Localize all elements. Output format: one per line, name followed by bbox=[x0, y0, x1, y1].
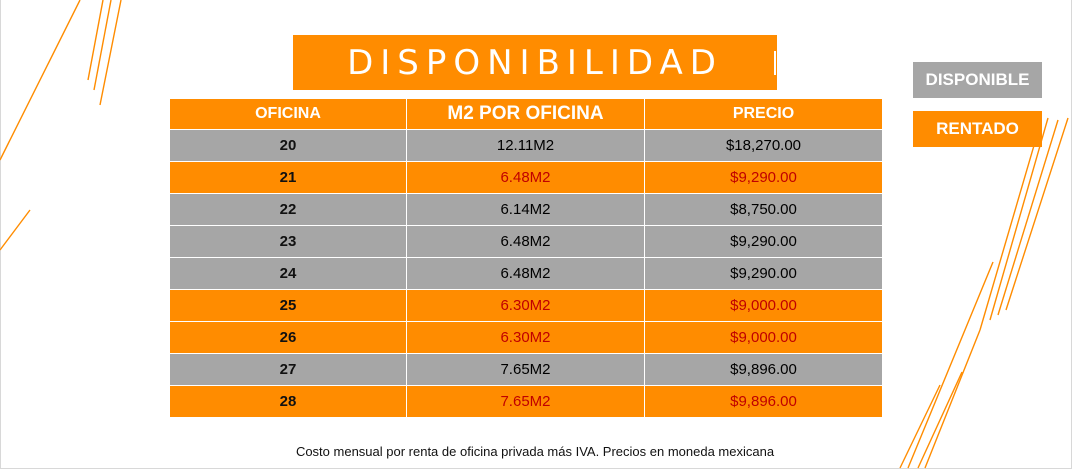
cell-price: $9,290.00 bbox=[644, 161, 883, 194]
cell-office: 23 bbox=[169, 225, 407, 258]
cell-office: 25 bbox=[169, 289, 407, 322]
cell-m2: 6.30M2 bbox=[406, 321, 645, 354]
cell-price: $9,000.00 bbox=[644, 289, 883, 322]
cell-m2: 6.48M2 bbox=[406, 225, 645, 258]
header-m2: M2 POR OFICINA bbox=[406, 98, 645, 130]
legend-rented: RENTADO bbox=[913, 111, 1042, 147]
cell-office: 20 bbox=[169, 129, 407, 162]
title-banner: DISPONIBILIDAD bbox=[293, 35, 777, 90]
table-row: 21 6.48M2 $9,290.00 bbox=[169, 161, 883, 194]
cell-price: $9,896.00 bbox=[644, 385, 883, 418]
cell-m2: 7.65M2 bbox=[406, 385, 645, 418]
table-row: 24 6.48M2 $9,290.00 bbox=[169, 257, 883, 290]
cell-m2: 6.48M2 bbox=[406, 257, 645, 290]
table-row: 26 6.30M2 $9,000.00 bbox=[169, 321, 883, 354]
cell-price: $9,290.00 bbox=[644, 257, 883, 290]
header-office: OFICINA bbox=[169, 98, 407, 130]
header-price: PRECIO bbox=[644, 98, 883, 130]
cell-office: 28 bbox=[169, 385, 407, 418]
cell-m2: 6.30M2 bbox=[406, 289, 645, 322]
cell-office: 22 bbox=[169, 193, 407, 226]
table-row: 27 7.65M2 $9,896.00 bbox=[169, 353, 883, 386]
table-row: 25 6.30M2 $9,000.00 bbox=[169, 289, 883, 322]
cell-m2: 7.65M2 bbox=[406, 353, 645, 386]
cell-m2: 6.14M2 bbox=[406, 193, 645, 226]
table-row: 28 7.65M2 $9,896.00 bbox=[169, 385, 883, 418]
table-header-row: OFICINA M2 POR OFICINA PRECIO bbox=[169, 98, 883, 130]
cell-m2: 12.11M2 bbox=[406, 129, 645, 162]
cell-price: $9,290.00 bbox=[644, 225, 883, 258]
availability-table: OFICINA M2 POR OFICINA PRECIO 20 12.11M2 $… bbox=[169, 98, 883, 418]
cell-price: $9,896.00 bbox=[644, 353, 883, 386]
footnote: Costo mensual por renta de oficina priva… bbox=[295, 444, 775, 459]
cell-price: $9,000.00 bbox=[644, 321, 883, 354]
table-row: 20 12.11M2 $18,270.00 bbox=[169, 129, 883, 162]
table-row: 22 6.14M2 $8,750.00 bbox=[169, 193, 883, 226]
cell-m2: 6.48M2 bbox=[406, 161, 645, 194]
cell-price: $18,270.00 bbox=[644, 129, 883, 162]
title-divider bbox=[774, 51, 776, 75]
cell-office: 21 bbox=[169, 161, 407, 194]
page-title: DISPONIBILIDAD bbox=[347, 42, 723, 83]
table-row: 23 6.48M2 $9,290.00 bbox=[169, 225, 883, 258]
cell-office: 26 bbox=[169, 321, 407, 354]
legend-available: DISPONIBLE bbox=[913, 62, 1042, 98]
cell-office: 24 bbox=[169, 257, 407, 290]
cell-office: 27 bbox=[169, 353, 407, 386]
cell-price: $8,750.00 bbox=[644, 193, 883, 226]
